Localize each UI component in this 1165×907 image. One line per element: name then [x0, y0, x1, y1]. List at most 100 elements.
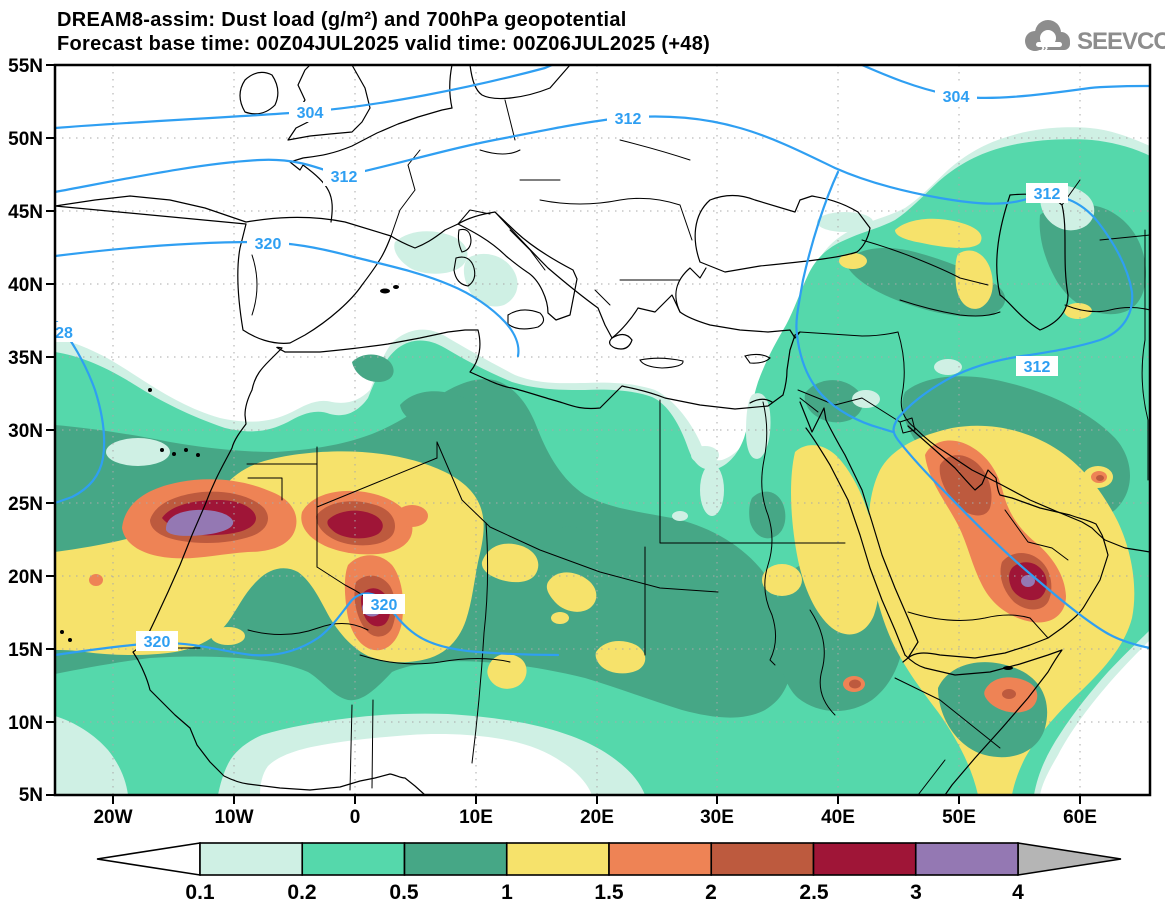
dust-05-nalgeria	[400, 391, 479, 431]
lon-label: 40E	[821, 807, 855, 828]
colorbar-right-arrow	[1017, 842, 1122, 876]
colorbar-left-arrow	[96, 842, 201, 876]
lon-label: 50E	[942, 807, 976, 828]
contour-label: 320	[371, 597, 398, 614]
dust-3-oman	[1021, 575, 1035, 587]
contour-label: 28	[55, 325, 73, 342]
colorbar-tick-label: 0.2	[287, 881, 316, 904]
dust-1-tibesti-a	[481, 543, 539, 583]
coastline-layer	[54, 64, 1151, 796]
seevccc-logo: » SEEVCCC	[1025, 20, 1165, 56]
lat-label: 15N	[8, 640, 43, 661]
cyan-atlantic-spot	[106, 438, 170, 466]
dust-2-gulf	[939, 455, 992, 516]
dust-1-chad-a	[487, 653, 527, 689]
colorbar-tick-label: 0.5	[389, 881, 419, 904]
dust-05-coast-spot	[352, 354, 394, 382]
dust-1-caucasus-a	[895, 218, 982, 248]
cloud-arrows-glyph: »	[1040, 39, 1048, 56]
cloud-icon: »	[1025, 20, 1070, 56]
cyan-tyrrhenian	[463, 253, 518, 307]
dust-3-mauritania	[165, 509, 234, 536]
colorbar-tick-label: 1	[501, 881, 513, 904]
colorbar-cell	[199, 842, 304, 876]
dust-15-atlantic-spot	[89, 574, 103, 586]
lat-label: 45N	[8, 202, 43, 223]
contour-label: 312	[1034, 186, 1061, 203]
contour-label: 312	[1024, 359, 1051, 376]
colorbar-cell	[710, 842, 815, 876]
lon-label: 60E	[1063, 807, 1097, 828]
colorbar: 0.1 0.2 0.5 1 1.5 2 2.5 3 4	[96, 842, 1122, 904]
dust-15-algeria-spot	[396, 505, 428, 527]
contour-label: 320	[144, 634, 171, 651]
colorbar-tick-label: 1.5	[594, 881, 624, 904]
dust-1-tibesti-b	[546, 572, 597, 612]
chart-title: DREAM8-assim: Dust load (g/m²) and 700hP…	[57, 9, 627, 31]
colorbar-cell	[812, 842, 917, 876]
cyan-west-nile	[700, 464, 724, 516]
lat-label: 35N	[8, 348, 43, 369]
lon-label: 20E	[580, 807, 614, 828]
contour-328-west	[53, 320, 106, 505]
colorbar-cell	[914, 842, 1019, 876]
colorbar-tick-label: 0.1	[185, 881, 215, 904]
contour-label: 304	[297, 105, 324, 122]
colorbar-cell	[608, 842, 713, 876]
axis-layer: 55N 50N 45N 40N 35N 30N 25N 20N 15N 10N …	[8, 56, 1152, 828]
contour-312-main	[53, 115, 1152, 650]
dust-2-eritrea-core	[849, 679, 861, 689]
cyan-libya-spot	[691, 446, 719, 464]
colorbar-cell	[403, 842, 508, 876]
contour-label: 312	[615, 111, 642, 128]
contour-label: 320	[255, 236, 282, 253]
dust-1-caspian-coast	[955, 250, 993, 309]
contour-320-france	[53, 240, 520, 358]
lat-label: 10N	[8, 713, 43, 734]
dust-fill-layer	[55, 127, 1150, 796]
lat-label: 40N	[8, 275, 43, 296]
dust-1-eturkey-spot	[839, 253, 867, 269]
geopotential-contour-layer: 304 312 312 304 312 312 320 28 320 320	[50, 63, 1152, 657]
dust-1-tibesti-c	[551, 612, 569, 624]
cyan-blacksea-west	[817, 212, 873, 232]
dust-2-seiran-dot	[1096, 475, 1104, 481]
colorbar-tick-label: 2	[705, 881, 717, 904]
lat-label: 55N	[8, 56, 43, 77]
cyan-iran-spot	[934, 359, 962, 375]
lon-label: 30E	[700, 807, 734, 828]
lon-label: 10E	[459, 807, 493, 828]
lat-label: 30N	[8, 421, 43, 442]
lon-label: 10W	[214, 807, 253, 828]
contour-label-group: 304 312 312 304 312 312 320 28 320 320	[50, 86, 1068, 651]
cyan-syria-spot	[852, 390, 880, 408]
colorbar-cell	[301, 842, 406, 876]
lon-label: 0	[350, 807, 361, 828]
lat-label: 25N	[8, 494, 43, 515]
title-block: DREAM8-assim: Dust load (g/m²) and 700hP…	[57, 9, 710, 55]
dust-1-senegal	[211, 627, 245, 645]
lat-label: 50N	[8, 129, 43, 150]
contour-304-east	[860, 63, 1152, 99]
contour-label: 304	[943, 89, 970, 106]
contour-312-turkey-branch	[795, 170, 895, 434]
dust-1-sudan	[762, 564, 802, 596]
dust-2-horn-core	[1002, 689, 1016, 699]
logo-text: SEEVCCC	[1077, 28, 1165, 55]
colorbar-tick-label: 2.5	[799, 881, 829, 904]
lon-label: 20W	[93, 807, 132, 828]
colorbar-cell	[505, 842, 610, 876]
colorbar-tick-label: 3	[910, 881, 922, 904]
cyan-libya-spot2	[672, 511, 688, 521]
contour-label: 312	[331, 169, 358, 186]
lat-label: 20N	[8, 567, 43, 588]
colorbar-tick-label: 4	[1012, 881, 1024, 904]
dust-1-redsea	[791, 445, 880, 635]
chart-subtitle: Forecast base time: 00Z04JUL2025 valid t…	[57, 33, 710, 55]
dust-25-mali	[327, 510, 383, 539]
dust-1-arabia-horn	[868, 425, 1135, 795]
cyan-gulf-of-lion	[394, 231, 468, 274]
lat-label: 5N	[19, 785, 43, 806]
